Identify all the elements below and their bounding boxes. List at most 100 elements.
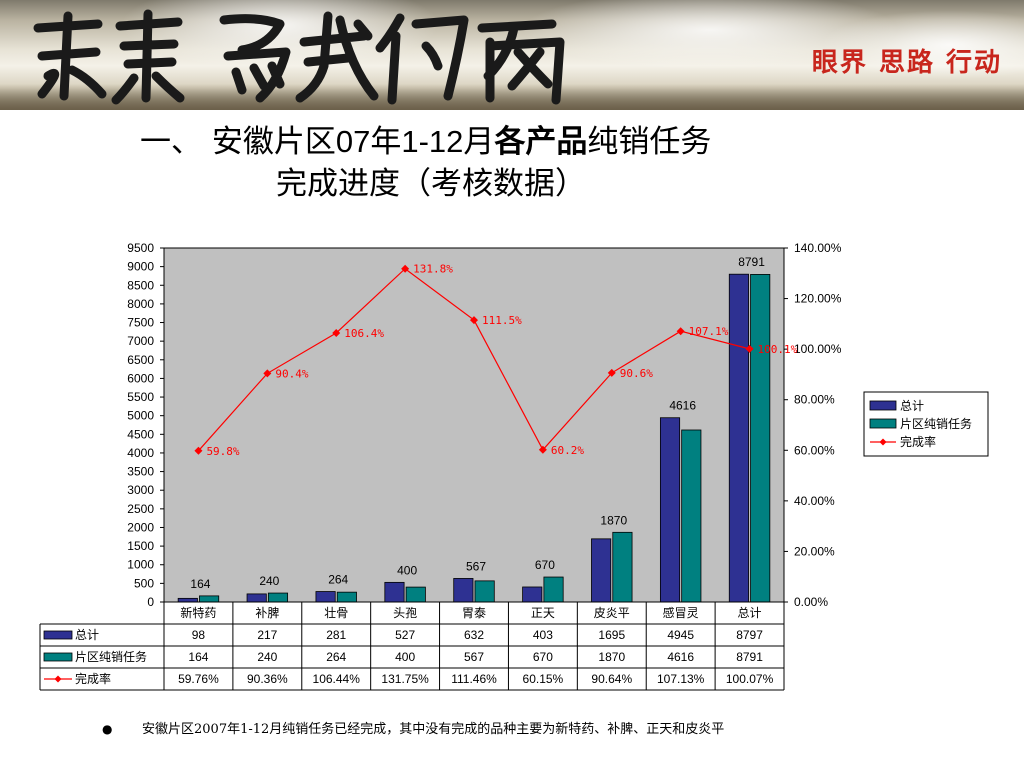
table-cell: 1870 bbox=[598, 650, 625, 664]
table-cell: 567 bbox=[464, 650, 484, 664]
rate-point-label: 60.2% bbox=[551, 444, 584, 457]
bar-total bbox=[315, 591, 336, 603]
bar-total bbox=[522, 586, 543, 603]
left-tick-label: 5000 bbox=[127, 409, 154, 423]
title-line-2: 完成进度（考核数据） bbox=[276, 166, 586, 202]
summary-text: 安徽片区2007年1-12月纯销任务已经完成，其中没有完成的品种主要为新特药、补… bbox=[142, 722, 725, 737]
bar-task bbox=[199, 595, 220, 603]
title-prefix: 一、 安徽片区 bbox=[140, 124, 336, 160]
rate-point-label: 90.4% bbox=[275, 367, 308, 380]
table-cell: 98 bbox=[192, 628, 206, 642]
left-tick-label: 2000 bbox=[127, 520, 154, 534]
bar-value-labels: 164 240 264 400 567 670 1870 4616 8791 bbox=[190, 255, 765, 591]
rate-point-marker bbox=[332, 328, 341, 337]
title-year-unit: 年 bbox=[370, 124, 402, 160]
legend-entry: 总计 bbox=[900, 399, 924, 413]
table-row-swatch bbox=[43, 652, 73, 662]
left-tick-label: 0 bbox=[147, 595, 154, 609]
table-cell: 400 bbox=[395, 650, 415, 664]
bar-task bbox=[474, 580, 495, 603]
title-month: 月 bbox=[463, 124, 495, 160]
left-tick-label: 5500 bbox=[127, 390, 154, 404]
bar-task bbox=[612, 531, 633, 603]
bar-value-label: 670 bbox=[535, 558, 555, 572]
table-cell: 90.64% bbox=[591, 672, 632, 686]
right-tick-label: 100.00% bbox=[794, 342, 842, 356]
table-category-label: 新特药 bbox=[180, 605, 216, 620]
left-tick-label: 500 bbox=[134, 576, 154, 590]
bar-total bbox=[591, 538, 612, 603]
left-tick-label: 6500 bbox=[127, 353, 154, 367]
table-category-label: 感冒灵 bbox=[663, 605, 699, 620]
bar-value-label: 1870 bbox=[600, 513, 627, 527]
rate-point-marker bbox=[607, 368, 616, 377]
rate-point-marker bbox=[470, 316, 478, 325]
table-category-label: 头孢 bbox=[393, 606, 417, 620]
legend-swatch bbox=[869, 400, 897, 411]
bar-total bbox=[453, 578, 474, 603]
header-slogan: 眼界 思路 行动 bbox=[811, 48, 1002, 78]
table-row-label: 片区纯销任务 bbox=[75, 649, 147, 664]
title-range: 1-12 bbox=[401, 124, 464, 159]
bar-value-label: 400 bbox=[397, 563, 417, 577]
left-tick-label: 7500 bbox=[127, 316, 154, 330]
table-category-label: 补脾 bbox=[255, 605, 279, 620]
bar-total bbox=[384, 581, 405, 603]
right-tick-label: 60.00% bbox=[794, 443, 835, 457]
bar-task bbox=[750, 274, 771, 603]
table-cell: 281 bbox=[326, 628, 346, 642]
left-tick-label: 4500 bbox=[127, 427, 154, 441]
bar-total bbox=[246, 593, 267, 603]
rate-point-marker bbox=[676, 327, 685, 336]
rate-point-label: 131.8% bbox=[413, 263, 453, 276]
rate-point-marker bbox=[194, 446, 203, 455]
table-cell: 131.75% bbox=[381, 672, 429, 686]
title-line-1: 一、 安徽片区07年1-12月各产品纯销任务 bbox=[140, 122, 711, 162]
right-tick-label: 140.00% bbox=[794, 241, 842, 255]
right-tick-label: 40.00% bbox=[794, 494, 835, 508]
bar-task bbox=[267, 592, 289, 603]
table-cell: 107.13% bbox=[657, 672, 705, 686]
table-row-swatch-marker bbox=[54, 675, 62, 683]
rate-point-label: 111.5% bbox=[482, 314, 522, 327]
table-cell: 4945 bbox=[667, 628, 694, 642]
bar-value-label: 164 bbox=[190, 577, 210, 591]
rate-point-label: 107.1% bbox=[689, 325, 729, 338]
table-cell: 60.15% bbox=[523, 672, 564, 686]
table-cell: 670 bbox=[533, 650, 553, 664]
legend-swatch bbox=[869, 418, 897, 429]
bar-task bbox=[405, 586, 426, 603]
table-cell: 111.46% bbox=[451, 672, 497, 686]
table-cell: 1695 bbox=[598, 628, 625, 642]
bar-task bbox=[336, 591, 357, 603]
rate-point-label: 106.4% bbox=[344, 327, 384, 340]
table-category-label: 总计 bbox=[738, 606, 762, 620]
left-tick-label: 9000 bbox=[127, 260, 154, 274]
table-cell: 527 bbox=[395, 628, 415, 642]
title-suffix: 纯销任务 bbox=[587, 124, 712, 160]
table-cell: 264 bbox=[326, 650, 346, 664]
table-cell: 8797 bbox=[736, 628, 763, 642]
plot-area bbox=[163, 247, 785, 603]
rate-point-marker bbox=[745, 344, 754, 353]
bullet-point: ● bbox=[102, 722, 113, 736]
bar-task bbox=[543, 576, 564, 603]
right-tick-label: 80.00% bbox=[794, 393, 835, 407]
bar-task bbox=[681, 429, 702, 603]
table-cell: 90.36% bbox=[247, 672, 288, 686]
title-bold: 各产品 bbox=[494, 124, 588, 160]
combo-chart: 0 500 1000 1500 2000 2500 3000 3500 4000 4500 5000… bbox=[39, 241, 989, 691]
right-axis: 0.00% 20.00% 40.00% 60.00% 80.00% 100.00% 120.… bbox=[783, 241, 842, 609]
table-cell: 164 bbox=[188, 650, 208, 664]
right-tick-label: 120.00% bbox=[794, 292, 842, 306]
table-cell: 403 bbox=[533, 628, 553, 642]
left-tick-label: 4000 bbox=[127, 446, 154, 460]
left-axis: 0 500 1000 1500 2000 2500 3000 3500 4000 4500 5000… bbox=[127, 241, 165, 609]
legend-entry: 完成率 bbox=[900, 434, 936, 449]
bar-value-label: 240 bbox=[259, 574, 279, 588]
bar-series bbox=[177, 273, 771, 603]
bar-value-label: 8791 bbox=[738, 255, 765, 269]
left-tick-label: 6000 bbox=[127, 371, 154, 385]
left-tick-label: 3500 bbox=[127, 465, 154, 479]
